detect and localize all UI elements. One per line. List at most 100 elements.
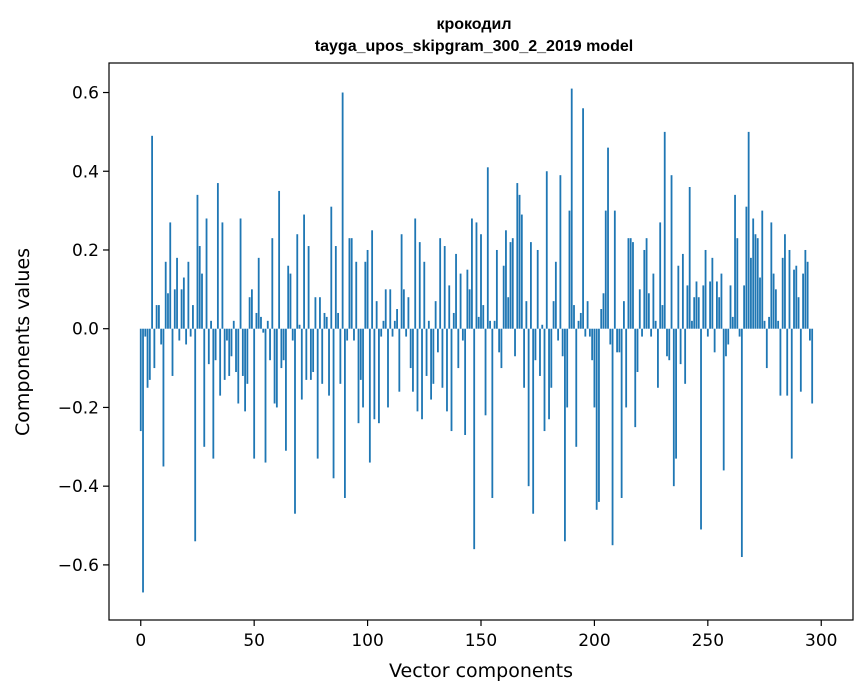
bar bbox=[162, 328, 165, 467]
bar bbox=[679, 328, 682, 365]
bar bbox=[768, 316, 770, 329]
bar bbox=[745, 206, 748, 329]
bar bbox=[788, 249, 791, 329]
bar bbox=[688, 187, 691, 329]
chart-subtitle: tayga_upos_skipgram_300_2_2019 model bbox=[315, 38, 633, 55]
bar bbox=[491, 328, 494, 498]
bar bbox=[196, 194, 199, 329]
y-tick-label: 0.6 bbox=[72, 84, 99, 104]
bar bbox=[402, 289, 405, 329]
bar bbox=[373, 328, 376, 420]
bar bbox=[536, 249, 539, 329]
bar bbox=[609, 328, 612, 345]
bar bbox=[151, 135, 153, 329]
bar bbox=[291, 328, 294, 341]
bar bbox=[205, 218, 208, 329]
bar bbox=[405, 328, 408, 337]
bar bbox=[391, 328, 394, 337]
bar bbox=[448, 285, 451, 329]
bar bbox=[602, 293, 605, 329]
bar bbox=[285, 328, 287, 451]
bar bbox=[638, 289, 641, 329]
bar bbox=[332, 328, 335, 479]
bar bbox=[461, 328, 464, 341]
bar bbox=[396, 309, 398, 329]
bar bbox=[198, 246, 201, 329]
bar bbox=[194, 328, 197, 542]
bar bbox=[772, 273, 775, 329]
bar bbox=[548, 328, 550, 420]
x-tick-label: 200 bbox=[578, 631, 610, 651]
bar bbox=[482, 305, 485, 329]
bar bbox=[582, 108, 584, 329]
bar bbox=[668, 328, 671, 361]
bar bbox=[366, 249, 369, 329]
bar bbox=[264, 328, 267, 463]
bar bbox=[255, 312, 258, 329]
bar bbox=[502, 265, 505, 329]
bar bbox=[398, 328, 401, 392]
bar bbox=[412, 328, 414, 392]
bar bbox=[273, 328, 276, 404]
bar bbox=[353, 328, 355, 341]
bar bbox=[176, 257, 178, 329]
bar bbox=[743, 285, 746, 329]
bar bbox=[661, 305, 664, 329]
bar bbox=[505, 230, 507, 329]
bar bbox=[736, 238, 739, 329]
bar bbox=[697, 297, 700, 329]
bar bbox=[498, 328, 501, 353]
bar bbox=[378, 328, 380, 424]
bar bbox=[207, 328, 210, 365]
bar bbox=[747, 131, 750, 329]
bar bbox=[241, 328, 244, 376]
bar bbox=[804, 249, 807, 329]
bar bbox=[527, 328, 530, 487]
bar bbox=[348, 238, 351, 329]
bar bbox=[507, 297, 510, 329]
bar bbox=[466, 269, 469, 329]
bar bbox=[539, 328, 541, 376]
bar bbox=[201, 273, 203, 329]
x-tick-label: 150 bbox=[465, 631, 497, 651]
bar bbox=[704, 249, 707, 329]
bar bbox=[226, 328, 228, 341]
bar bbox=[641, 328, 643, 337]
bar bbox=[414, 218, 417, 329]
bar bbox=[230, 328, 233, 357]
bar bbox=[189, 328, 192, 337]
bar bbox=[305, 328, 308, 380]
bar bbox=[298, 324, 301, 329]
x-tick-label: 50 bbox=[243, 631, 265, 651]
bar bbox=[543, 328, 546, 432]
y-axis-label: Components values bbox=[12, 248, 34, 436]
bar bbox=[339, 328, 342, 384]
bar bbox=[244, 328, 246, 412]
bar bbox=[784, 234, 786, 329]
bar bbox=[520, 214, 523, 329]
bar bbox=[171, 328, 174, 376]
bar bbox=[530, 242, 532, 329]
bar bbox=[518, 194, 521, 329]
bar bbox=[634, 328, 637, 428]
bar bbox=[500, 328, 503, 369]
bar bbox=[752, 218, 755, 329]
bar bbox=[364, 261, 367, 329]
bar bbox=[763, 320, 766, 329]
bar bbox=[604, 210, 607, 329]
bar bbox=[756, 238, 759, 329]
bar bbox=[613, 210, 616, 329]
bar bbox=[146, 328, 149, 388]
bar bbox=[228, 328, 231, 376]
bar bbox=[793, 269, 795, 329]
bar bbox=[341, 92, 344, 329]
bar bbox=[262, 328, 265, 333]
bar bbox=[235, 328, 237, 373]
bar bbox=[738, 328, 741, 337]
bar bbox=[523, 328, 525, 388]
y-tick-label: −0.6 bbox=[58, 556, 99, 576]
bar bbox=[457, 328, 460, 369]
bar bbox=[167, 293, 169, 329]
bar bbox=[423, 261, 426, 329]
bar bbox=[566, 328, 569, 408]
